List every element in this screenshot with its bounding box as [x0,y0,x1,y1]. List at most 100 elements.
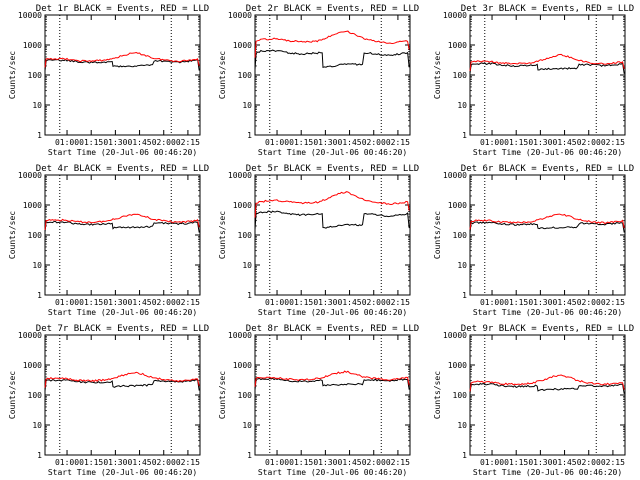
x-tick-label: 01:15 [504,138,528,147]
x-tick-label: 02:15 [176,298,200,307]
x-tick-label: 01:45 [553,298,577,307]
y-tick-label: 100 [28,231,43,240]
y-tick-label: 100 [28,391,43,400]
y-axis-label: Counts/sec [433,371,442,419]
x-tick-label: 01:00 [55,458,79,467]
x-tick-label: 01:00 [265,298,289,307]
x-tick-label: 01:15 [79,138,103,147]
plot-frame [469,14,626,136]
x-tick-label: 01:00 [55,298,79,307]
x-axis-label: Start Time (20-Jul-06 00:46:20) [48,468,197,477]
y-tick-label: 10000 [443,11,467,20]
y-tick-label: 10000 [18,331,42,340]
x-tick-label: 01:45 [128,138,152,147]
y-axis-label: Counts/sec [218,371,227,419]
x-tick-label: 01:45 [553,458,577,467]
y-tick-label: 1000 [448,41,467,50]
y-axis-label: Counts/sec [8,211,17,259]
x-tick-label: 01:00 [265,138,289,147]
x-tick-label: 01:15 [504,458,528,467]
chart-title: Det 5r BLACK = Events, RED = LLD [246,164,419,174]
x-tick-label: 01:30 [103,298,127,307]
y-tick-label: 100 [453,231,468,240]
det-2r: Det 2r BLACK = Events, RED = LLD 1 10 100 10… [218,4,419,157]
x-axis-label: Start Time (20-Jul-06 00:46:20) [473,468,622,477]
series-events [469,382,625,394]
series-events [254,49,410,70]
y-tick-label: 1 [37,451,42,460]
y-tick-label: 10000 [228,11,252,20]
x-tick-label: 02:00 [152,138,176,147]
y-tick-label: 1000 [448,201,467,210]
y-tick-label: 10000 [443,171,467,180]
x-tick-label: 02:00 [152,458,176,467]
det-1r: Det 1r BLACK = Events, RED = LLD 1 10 100 10… [8,4,209,157]
plot-frame [469,174,626,296]
det-8r: Det 8r BLACK = Events, RED = LLD 1 10 100 10… [218,324,419,477]
x-tick-label: 01:30 [313,138,337,147]
y-tick-label: 10 [32,261,42,270]
x-tick-label: 01:30 [528,458,552,467]
x-tick-label: 01:45 [338,298,362,307]
x-tick-label: 01:30 [103,138,127,147]
chart-title: Det 6r BLACK = Events, RED = LLD [461,164,634,174]
chart-title: Det 1r BLACK = Events, RED = LLD [36,4,209,14]
series-lld [254,370,410,387]
y-tick-label: 100 [453,391,468,400]
series-lld [254,30,410,58]
y-tick-label: 10000 [443,331,467,340]
y-tick-label: 100 [28,71,43,80]
y-tick-label: 100 [238,391,253,400]
y-tick-label: 10 [242,101,252,110]
x-tick-label: 01:30 [528,298,552,307]
x-tick-label: 02:15 [176,138,200,147]
x-tick-label: 01:15 [289,298,313,307]
det-3r: Det 3r BLACK = Events, RED = LLD 1 10 100 10… [433,4,634,157]
y-tick-label: 10000 [18,171,42,180]
x-tick-label: 01:30 [313,458,337,467]
series-lld [44,213,200,231]
y-axis-label: Counts/sec [8,371,17,419]
chart-title: Det 3r BLACK = Events, RED = LLD [461,4,634,14]
chart-title: Det 7r BLACK = Events, RED = LLD [36,324,209,334]
x-tick-label: 01:15 [289,138,313,147]
x-tick-label: 01:15 [504,298,528,307]
series-events [44,379,200,392]
y-tick-label: 1 [462,291,467,300]
plot-frame [254,14,411,136]
x-axis-label: Start Time (20-Jul-06 00:46:20) [48,308,197,317]
y-tick-label: 10 [32,421,42,430]
y-tick-label: 10000 [228,331,252,340]
x-tick-label: 01:00 [480,458,504,467]
x-axis-label: Start Time (20-Jul-06 00:46:20) [258,468,407,477]
plot-frame [44,14,201,136]
y-tick-label: 10 [457,101,467,110]
y-axis-label: Counts/sec [8,51,17,99]
series-lld [254,191,410,218]
y-tick-label: 1000 [23,201,42,210]
series-lld [469,213,625,230]
det-4r: Det 4r BLACK = Events, RED = LLD 1 10 100 10… [8,164,209,317]
y-tick-label: 1 [37,131,42,140]
plot-frame [254,334,411,456]
det-7r: Det 7r BLACK = Events, RED = LLD 1 10 100 10… [8,324,209,477]
y-tick-label: 10 [457,421,467,430]
x-tick-label: 01:45 [338,458,362,467]
x-tick-label: 02:15 [386,298,410,307]
plot-frame [44,174,201,296]
chart-title: Det 4r BLACK = Events, RED = LLD [36,164,209,174]
x-tick-label: 02:15 [386,458,410,467]
det-6r: Det 6r BLACK = Events, RED = LLD 1 10 100 10… [433,164,634,317]
x-tick-label: 02:15 [386,138,410,147]
y-tick-label: 1 [462,131,467,140]
chart-title: Det 2r BLACK = Events, RED = LLD [246,4,419,14]
det-5r: Det 5r BLACK = Events, RED = LLD 1 10 100 10… [218,164,419,317]
y-tick-label: 1000 [23,361,42,370]
x-tick-label: 01:45 [128,298,152,307]
x-tick-label: 01:00 [265,458,289,467]
y-axis-label: Counts/sec [433,211,442,259]
x-tick-label: 02:15 [176,458,200,467]
y-tick-label: 100 [238,71,253,80]
y-axis-label: Counts/sec [433,51,442,99]
